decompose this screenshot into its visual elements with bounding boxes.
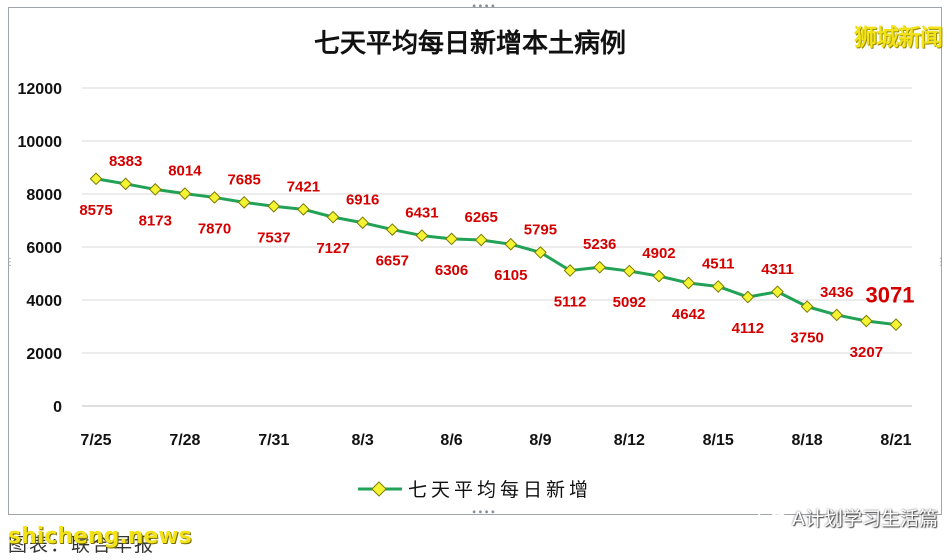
resize-handle-right[interactable]: ⋮ — [936, 257, 946, 268]
data-point — [326, 210, 340, 224]
data-point — [474, 233, 488, 247]
data-label: 3436 — [820, 284, 853, 301]
data-point — [504, 237, 518, 251]
data-point — [148, 183, 162, 196]
data-point — [800, 300, 814, 313]
data-label: 4311 — [761, 261, 794, 278]
data-label: 8575 — [79, 202, 112, 219]
data-point — [593, 260, 607, 274]
x-tick-label: 7/31 — [258, 432, 289, 449]
data-label: 6306 — [435, 262, 468, 279]
data-point — [297, 202, 310, 216]
x-tick-label: 8/3 — [352, 432, 374, 449]
chart-frame: ∙∙∙∙ ∙∙∙∙ ⋮ ⋮ — [5, 2, 946, 518]
data-point — [771, 285, 784, 299]
x-axis-ticks: 7/25 7/28 7/31 8/3 8/6 8/9 8/12 8/15 8/18 8/21 — [80, 432, 911, 449]
data-label: 4902 — [642, 245, 675, 262]
resize-handle-left[interactable]: ⋮ — [5, 257, 15, 268]
wechat-icon — [758, 506, 788, 529]
data-point — [741, 290, 755, 304]
legend-marker-swatch — [371, 481, 387, 497]
data-label: 6265 — [464, 209, 497, 226]
data-label: 6105 — [494, 267, 527, 284]
data-label: 3207 — [850, 344, 883, 361]
resize-handle-top[interactable]: ∙∙∙∙ — [471, 1, 497, 12]
data-point — [119, 177, 132, 191]
y-tick-label: 6000 — [26, 240, 62, 257]
data-label: 7685 — [227, 171, 260, 188]
data-point — [445, 232, 458, 246]
x-tick-label: 8/9 — [529, 432, 551, 449]
data-point — [237, 195, 251, 209]
data-label: 7421 — [287, 178, 320, 195]
data-label: 5795 — [524, 221, 557, 238]
x-tick-label: 8/12 — [614, 432, 645, 449]
data-label: 5236 — [583, 236, 616, 253]
legend: 七天平均每日新增 — [358, 479, 592, 501]
y-tick-label: 12000 — [18, 81, 63, 98]
data-labels: 8575 8383 8173 8014 7870 7685 7537 7421 7127 6916… — [79, 153, 914, 361]
data-label: 6431 — [405, 205, 438, 222]
wechat-watermark: A计划学习生活篇 — [758, 504, 938, 531]
data-point — [563, 264, 577, 277]
source-note: 图表：联合早报 — [8, 534, 156, 556]
data-point — [830, 308, 844, 322]
series-markers — [89, 172, 903, 331]
data-point — [415, 229, 429, 242]
data-label: 4112 — [732, 320, 765, 337]
data-point — [267, 199, 281, 213]
data-point — [652, 269, 666, 283]
x-tick-label: 8/18 — [792, 432, 823, 449]
data-point — [385, 223, 399, 236]
y-tick-label: 10000 — [18, 134, 63, 151]
series-line — [95, 177, 897, 327]
data-label: 5092 — [613, 294, 646, 311]
data-point — [622, 264, 636, 278]
data-label: 3071 — [866, 283, 915, 308]
data-point — [889, 318, 903, 331]
x-tick-label: 7/25 — [80, 432, 111, 449]
data-label: 6916 — [346, 192, 379, 209]
y-tick-label: 2000 — [26, 346, 62, 363]
data-point — [208, 191, 221, 204]
data-point — [860, 314, 873, 328]
data-label: 8173 — [139, 212, 172, 229]
data-label: 5112 — [554, 294, 587, 311]
wechat-account-name: A计划学习生活篇 — [792, 508, 938, 530]
data-label: 7537 — [257, 229, 290, 246]
data-point — [356, 216, 370, 230]
watermark-logo: 狮城新闻 — [854, 25, 943, 51]
data-point — [178, 187, 192, 200]
x-tick-label: 8/21 — [880, 432, 911, 449]
y-tick-label: 4000 — [26, 293, 62, 310]
data-point — [89, 172, 103, 186]
data-point — [534, 246, 547, 259]
y-axis-ticks: 0 2000 4000 6000 8000 10000 12000 — [18, 81, 63, 416]
data-label: 4642 — [672, 306, 705, 323]
data-point — [711, 280, 725, 293]
x-tick-label: 8/15 — [703, 432, 734, 449]
chart-title: 七天平均每日新增本土病例 — [314, 28, 626, 59]
gridlines — [82, 87, 912, 407]
data-label: 7870 — [198, 220, 231, 237]
y-tick-label: 8000 — [26, 187, 62, 204]
data-label: 8383 — [109, 153, 142, 170]
data-label: 7127 — [316, 240, 349, 257]
data-label: 8014 — [168, 163, 202, 180]
resize-handle-bottom[interactable]: ∙∙∙∙ — [471, 507, 497, 518]
x-tick-label: 7/28 — [169, 432, 200, 449]
data-label: 4511 — [702, 255, 735, 272]
data-label: 6657 — [376, 253, 409, 270]
y-tick-label: 0 — [53, 399, 62, 416]
legend-label: 七天平均每日新增 — [408, 479, 592, 501]
data-label: 3750 — [790, 330, 823, 347]
data-point — [682, 276, 695, 290]
series-line-path — [95, 177, 897, 327]
site-watermark: shicheng.news — [8, 524, 192, 549]
x-tick-label: 8/6 — [440, 432, 462, 449]
